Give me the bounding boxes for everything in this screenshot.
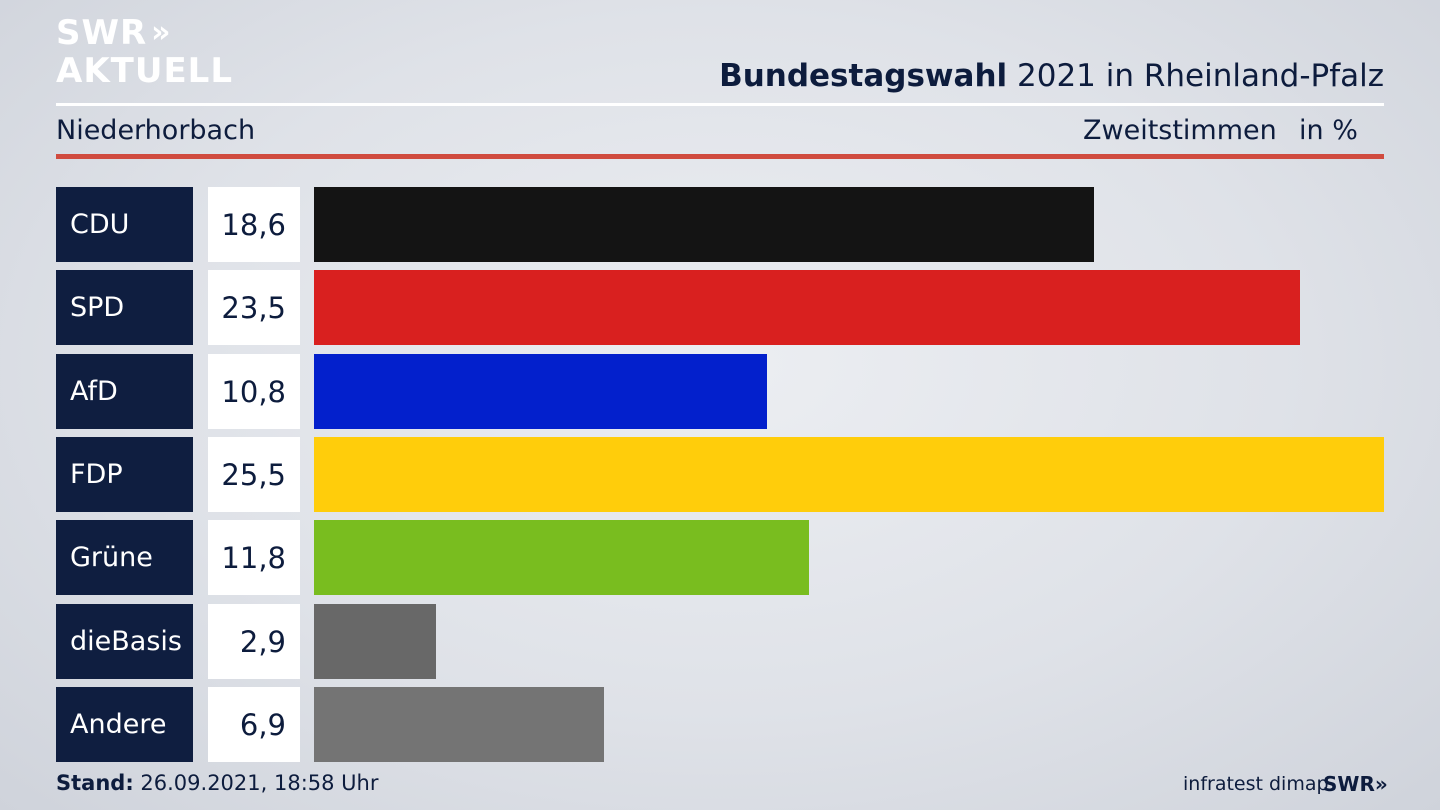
title-bold: Bundestagswahl: [719, 58, 1008, 94]
party-label: Andere: [56, 687, 193, 762]
bar: [314, 437, 1384, 512]
party-label: AfD: [56, 354, 193, 429]
value-label: 10,8: [208, 354, 300, 429]
party-label: dieBasis: [56, 604, 193, 679]
unit-label: in %: [1299, 115, 1358, 146]
value-label: 25,5: [208, 437, 300, 512]
logo-swr-text: SWR: [56, 13, 148, 53]
party-label: CDU: [56, 187, 193, 262]
party-label: FDP: [56, 437, 193, 512]
logo-arrows-icon: »: [151, 15, 171, 50]
bar: [314, 187, 1094, 262]
party-label: Grüne: [56, 520, 193, 595]
header-divider: [56, 103, 1384, 106]
value-label: 2,9: [208, 604, 300, 679]
swr-aktuell-logo: SWR» AKTUELL: [56, 16, 233, 88]
swr-footer-logo: SWR»: [1323, 772, 1388, 796]
value-label: 23,5: [208, 270, 300, 345]
title-rest: 2021 in Rheinland-Pfalz: [1007, 58, 1384, 94]
logo-aktuell-text: AKTUELL: [56, 51, 234, 91]
bar: [314, 687, 604, 762]
measure-label: Zweitstimmen: [1083, 115, 1277, 146]
value-label: 6,9: [208, 687, 300, 762]
red-divider: [56, 154, 1384, 159]
bar: [314, 354, 767, 429]
stand-value: 26.09.2021, 18:58 Uhr: [133, 771, 379, 795]
stand-label: Stand:: [56, 771, 134, 795]
source-label: infratest dimap: [1183, 773, 1329, 795]
party-label: SPD: [56, 270, 193, 345]
bar: [314, 604, 436, 679]
timestamp: Stand: 26.09.2021, 18:58 Uhr: [56, 771, 379, 795]
value-label: 18,6: [208, 187, 300, 262]
value-label: 11,8: [208, 520, 300, 595]
bar: [314, 520, 809, 595]
page-title: Bundestagswahl 2021 in Rheinland-Pfalz: [719, 58, 1384, 94]
region-label: Niederhorbach: [56, 115, 256, 146]
bar: [314, 270, 1300, 345]
